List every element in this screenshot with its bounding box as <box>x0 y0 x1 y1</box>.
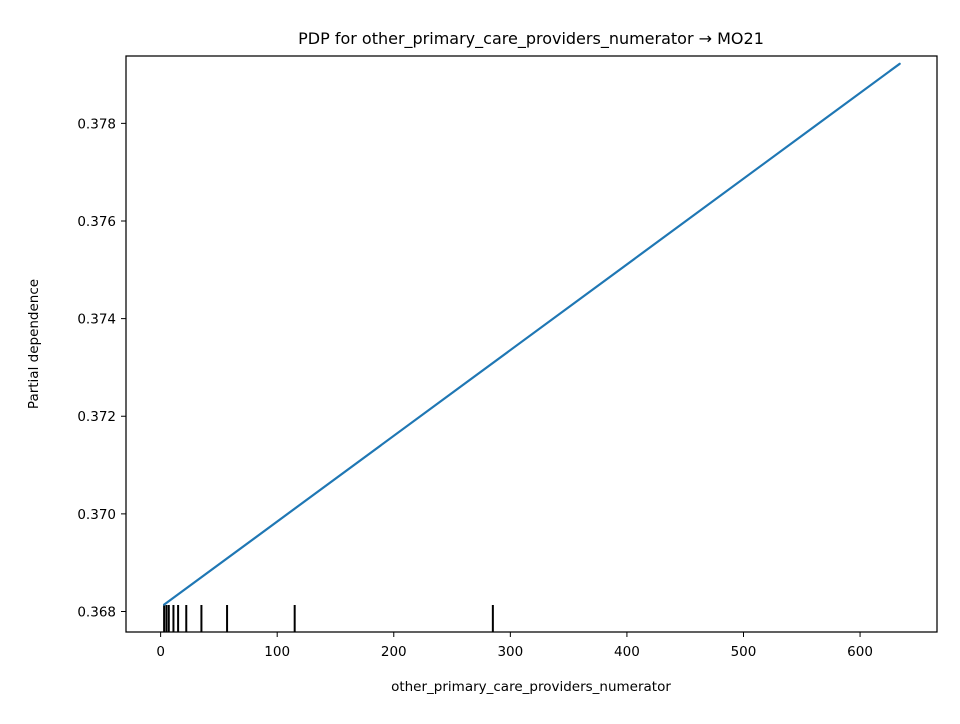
y-tick-label: 0.374 <box>77 312 116 328</box>
y-tick-label: 0.372 <box>77 409 116 425</box>
x-tick-label: 300 <box>497 644 523 660</box>
x-tick-label: 600 <box>847 644 873 660</box>
x-tick-label: 500 <box>731 644 757 660</box>
x-tick-label: 0 <box>156 644 165 660</box>
y-axis-ticks: 0.368 0.370 0.372 0.374 0.376 0.378 <box>77 116 126 620</box>
series-layer <box>163 62 901 606</box>
x-axis-ticks: 0 100 200 300 400 500 600 <box>156 632 873 660</box>
y-tick-label: 0.376 <box>77 214 116 230</box>
y-tick-label: 0.368 <box>77 604 116 620</box>
y-axis-label: Partial dependence <box>26 279 42 409</box>
y-tick-label: 0.378 <box>77 116 116 132</box>
y-tick-label: 0.370 <box>77 507 116 523</box>
decile-rug <box>163 605 494 632</box>
x-tick-label: 400 <box>614 644 640 660</box>
x-tick-label: 200 <box>381 644 407 660</box>
plot-frame <box>125 55 938 633</box>
x-axis-label: other_primary_care_providers_numerator <box>391 679 671 695</box>
chart-title: PDP for other_primary_care_providers_num… <box>298 29 764 49</box>
pdp-line <box>163 62 901 606</box>
x-tick-label: 100 <box>264 644 290 660</box>
